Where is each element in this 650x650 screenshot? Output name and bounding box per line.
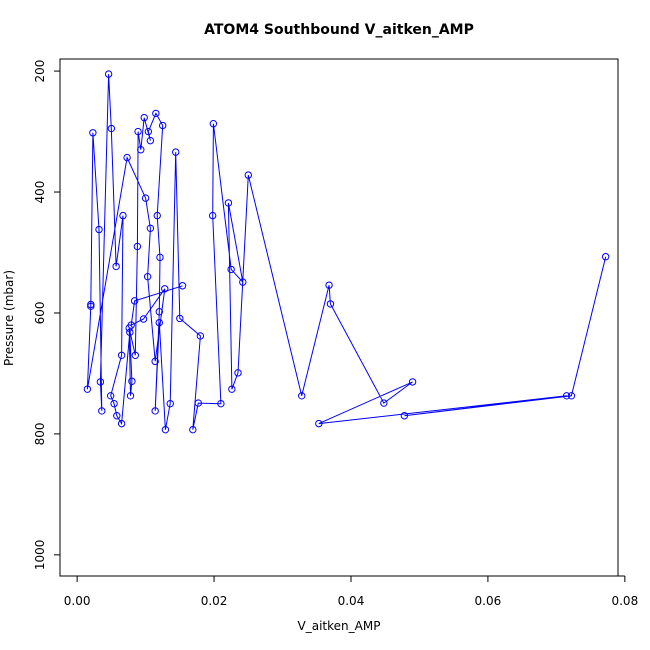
data-point xyxy=(155,318,163,327)
chart-title: ATOM4 Southbound V_aitken_AMP xyxy=(204,22,474,38)
data-point xyxy=(104,70,113,78)
x-tick-label: 0.02 xyxy=(201,594,228,608)
data-point xyxy=(96,378,105,386)
data-point xyxy=(161,285,169,293)
data-point xyxy=(326,300,335,308)
data-point xyxy=(106,392,115,400)
x-tick-label: 0.08 xyxy=(611,594,638,608)
data-point xyxy=(325,281,333,289)
data-point xyxy=(155,308,163,316)
data-point xyxy=(137,146,145,154)
data-point xyxy=(127,321,135,329)
data-point xyxy=(95,225,103,234)
data-point xyxy=(227,265,235,274)
data-point xyxy=(172,148,180,156)
data-point xyxy=(178,282,187,290)
data-point xyxy=(107,124,116,133)
data-point xyxy=(117,419,126,428)
data-point xyxy=(89,129,97,137)
x-tick-label: 0.00 xyxy=(64,594,91,608)
data-point xyxy=(146,136,155,145)
data-point xyxy=(189,425,197,434)
data-point xyxy=(400,412,409,420)
x-tick-label: 0.04 xyxy=(338,594,365,608)
y-tick-label: 200 xyxy=(33,60,47,83)
data-point xyxy=(119,211,127,220)
data-point xyxy=(567,392,576,400)
data-point xyxy=(239,278,247,286)
data-point xyxy=(153,211,161,220)
data-point xyxy=(112,262,120,271)
data-point xyxy=(98,407,106,415)
data-point xyxy=(380,399,388,407)
x-axis: 0.00 0.02 0.04 0.06 0.08 xyxy=(64,575,638,608)
plot-area xyxy=(83,70,610,434)
data-point xyxy=(228,385,236,393)
y-axis: 200 400 600 800 1000 xyxy=(33,60,61,571)
x-axis-label: V_aitken_AMP xyxy=(298,619,381,633)
data-point xyxy=(297,392,306,400)
data-point xyxy=(146,224,155,233)
data-point xyxy=(161,425,170,434)
data-point xyxy=(110,399,118,408)
data-point xyxy=(196,332,205,340)
data-point xyxy=(87,302,95,311)
data-point xyxy=(113,412,121,420)
data-point xyxy=(151,407,159,415)
series-group xyxy=(83,70,610,434)
data-point xyxy=(194,399,203,407)
data-point xyxy=(408,378,417,386)
data-point xyxy=(158,121,167,130)
series-line xyxy=(86,74,607,430)
data-point xyxy=(152,109,160,118)
data-point xyxy=(144,127,153,136)
data-point xyxy=(143,272,152,281)
y-tick-label: 800 xyxy=(33,422,47,445)
data-point xyxy=(209,120,218,128)
data-point xyxy=(224,199,233,207)
data-point xyxy=(176,314,184,323)
data-point xyxy=(208,211,217,220)
data-point xyxy=(123,153,131,162)
data-point xyxy=(126,328,134,337)
data-point xyxy=(562,392,571,400)
plot-frame xyxy=(59,58,619,577)
x-tick-label: 0.06 xyxy=(475,594,502,608)
y-tick-label: 400 xyxy=(33,181,47,204)
data-point xyxy=(126,392,135,400)
data-point xyxy=(315,419,323,428)
data-point xyxy=(151,357,159,366)
y-tick-label: 600 xyxy=(33,302,47,325)
data-point xyxy=(234,369,242,377)
data-point xyxy=(128,377,136,385)
y-tick-label: 1000 xyxy=(33,540,47,571)
data-point xyxy=(140,113,148,122)
data-point xyxy=(217,399,225,408)
data-point xyxy=(166,399,174,408)
data-point xyxy=(156,253,164,262)
data-point xyxy=(133,242,142,251)
data-point xyxy=(244,171,252,179)
data-point xyxy=(117,351,126,359)
data-point xyxy=(134,127,142,136)
data-point xyxy=(139,315,148,323)
y-axis-label: Pressure (mbar) xyxy=(2,270,16,366)
data-point xyxy=(130,297,139,305)
data-point xyxy=(83,385,92,393)
data-point xyxy=(141,194,150,202)
data-point xyxy=(131,351,140,359)
data-point xyxy=(601,253,610,261)
